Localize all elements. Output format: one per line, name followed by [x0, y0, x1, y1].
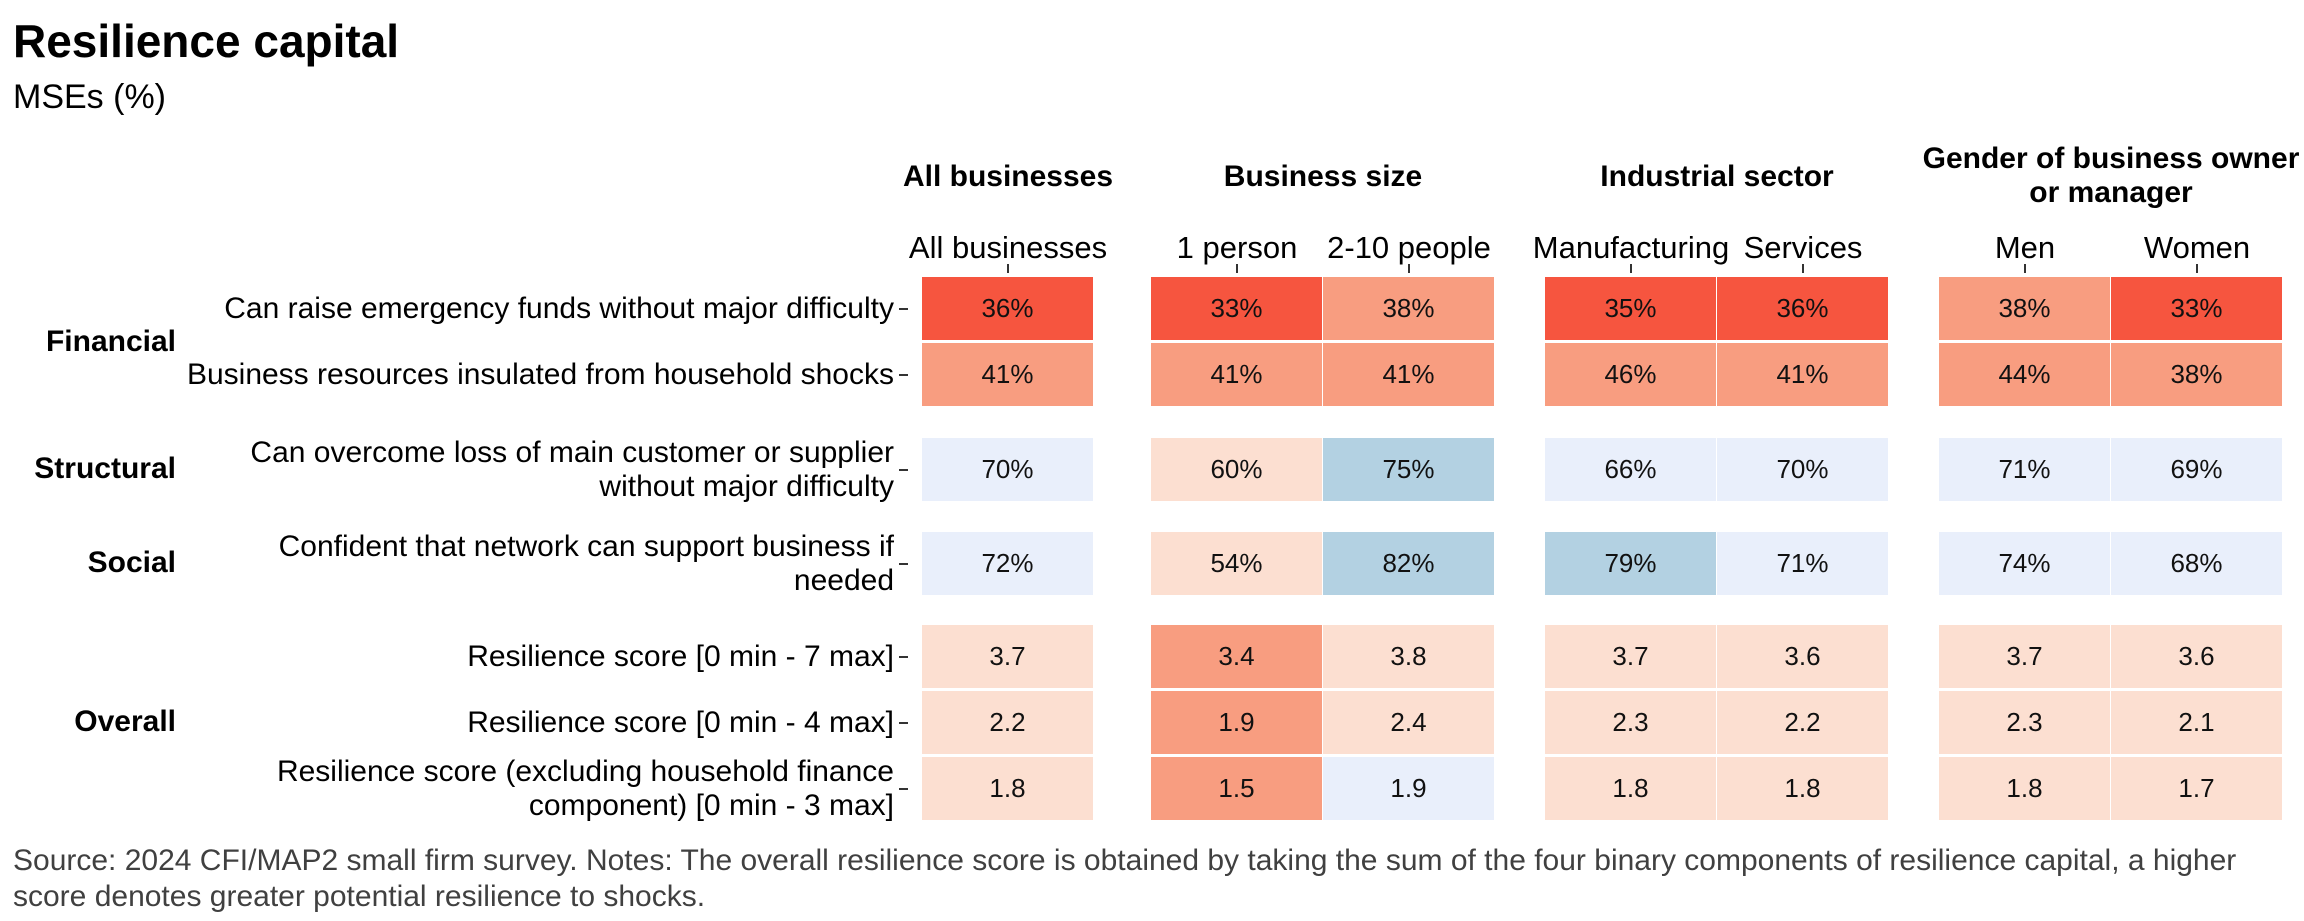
heatmap-cell: 1.7	[2111, 757, 2283, 821]
heatmap-cell: 1.9	[1151, 691, 1323, 755]
heatmap-cell: 1.8	[1545, 757, 1717, 821]
row-label: Can overcome loss of main customer or su…	[250, 436, 894, 503]
heatmap-cell: 3.7	[1545, 625, 1717, 689]
column-header: Men	[1994, 230, 2056, 265]
group-header: Business size	[1223, 160, 1423, 193]
heatmap-cell: 71%	[1717, 532, 1889, 596]
column-tick	[1007, 264, 1009, 273]
heatmap-cell: 68%	[2111, 532, 2283, 596]
row-tick	[899, 656, 908, 658]
row-label: Resilience score [0 min - 7 max]	[467, 640, 894, 673]
heatmap-cell: 2.1	[2111, 691, 2283, 755]
heatmap-cell: 2.2	[1717, 691, 1889, 755]
column-tick	[1630, 264, 1632, 273]
row-label: Resilience score [0 min - 4 max]	[467, 706, 894, 739]
chart-subtitle: MSEs (%)	[13, 78, 166, 116]
heatmap-cell: 1.9	[1323, 757, 1495, 821]
heatmap-cell: 3.6	[1717, 625, 1889, 689]
category-label: Structural	[34, 452, 176, 485]
row-tick	[899, 374, 908, 376]
heatmap-cell: 35%	[1545, 277, 1717, 341]
row-tick	[899, 563, 908, 565]
heatmap-cell: 71%	[1939, 438, 2111, 502]
heatmap-cell: 1.8	[1717, 757, 1889, 821]
row-tick	[899, 469, 908, 471]
category-label: Social	[87, 546, 176, 579]
column-header: Women	[2143, 230, 2251, 265]
heatmap-cell: 3.7	[922, 625, 1094, 689]
heatmap-cell: 75%	[1323, 438, 1495, 502]
heatmap-cell: 3.4	[1151, 625, 1323, 689]
heatmap-cell: 54%	[1151, 532, 1323, 596]
column-tick	[2024, 264, 2026, 273]
heatmap-cell: 72%	[922, 532, 1094, 596]
heatmap-cell: 3.6	[2111, 625, 2283, 689]
heatmap-cell: 36%	[1717, 277, 1889, 341]
group-header: Industrial sector	[1600, 160, 1834, 193]
heatmap-cell: 33%	[1151, 277, 1323, 341]
heatmap-cell: 2.4	[1323, 691, 1495, 755]
heatmap-cell: 1.8	[1939, 757, 2111, 821]
heatmap-cell: 38%	[1323, 277, 1495, 341]
category-label: Overall	[74, 705, 176, 738]
heatmap-cell: 69%	[2111, 438, 2283, 502]
row-label: Business resources insulated from househ…	[186, 358, 894, 391]
row-tick	[899, 788, 908, 790]
column-header: Manufacturing	[1532, 230, 1730, 265]
row-label: Confident that network can support busin…	[278, 530, 894, 597]
heatmap-cell: 41%	[1151, 343, 1323, 407]
row-tick	[899, 308, 908, 310]
heatmap-cell: 38%	[1939, 277, 2111, 341]
column-tick	[1236, 264, 1238, 273]
heatmap-cell: 2.2	[922, 691, 1094, 755]
heatmap-cell: 41%	[1717, 343, 1889, 407]
heatmap-cell: 66%	[1545, 438, 1717, 502]
chart-title: Resilience capital	[13, 15, 400, 67]
column-header: 1 person	[1176, 230, 1298, 265]
heatmap-cell: 82%	[1323, 532, 1495, 596]
heatmap-cell: 60%	[1151, 438, 1323, 502]
heatmap-cell: 33%	[2111, 277, 2283, 341]
heatmap-cell: 70%	[922, 438, 1094, 502]
heatmap-cell: 1.5	[1151, 757, 1323, 821]
row-tick	[899, 722, 908, 724]
row-label: Can raise emergency funds without major …	[224, 292, 894, 325]
category-label: Financial	[45, 325, 176, 358]
heatmap-cell: 38%	[2111, 343, 2283, 407]
heatmap-cell: 74%	[1939, 532, 2111, 596]
column-tick	[1408, 264, 1410, 273]
group-header: All businesses	[902, 160, 1114, 193]
group-header: Gender of business owner or manager	[1922, 142, 2300, 209]
column-header: 2-10 people	[1327, 230, 1491, 265]
heatmap-cell: 41%	[1323, 343, 1495, 407]
row-label: Resilience score (excluding household fi…	[276, 755, 894, 822]
heatmap-cell: 79%	[1545, 532, 1717, 596]
column-header: Services	[1743, 230, 1863, 265]
heatmap-cell: 3.7	[1939, 625, 2111, 689]
heatmap-cell: 2.3	[1939, 691, 2111, 755]
column-tick	[1802, 264, 1804, 273]
heatmap-cell: 2.3	[1545, 691, 1717, 755]
heatmap-cell: 41%	[922, 343, 1094, 407]
heatmap-cell: 36%	[922, 277, 1094, 341]
heatmap-cell: 3.8	[1323, 625, 1495, 689]
heatmap-cell: 44%	[1939, 343, 2111, 407]
source-note: Source: 2024 CFI/MAP2 small firm survey.…	[13, 844, 2237, 913]
column-tick	[2196, 264, 2198, 273]
heatmap-cell: 70%	[1717, 438, 1889, 502]
heatmap-cell: 46%	[1545, 343, 1717, 407]
heatmap-cell: 1.8	[922, 757, 1094, 821]
column-header: All businesses	[908, 230, 1108, 265]
